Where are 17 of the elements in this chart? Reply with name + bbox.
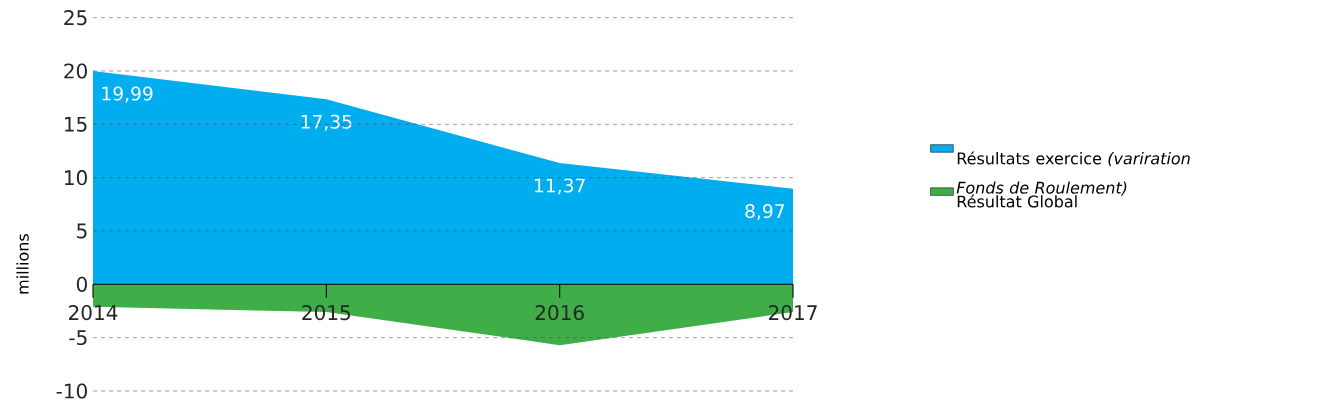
legend-label: Résultat Global (957, 194, 1077, 208)
data-label: 8,97 (745, 204, 785, 221)
data-label: 17,35 (301, 114, 352, 131)
y-tick-label: 5 (77, 223, 87, 239)
x-tick-label: 2017 (769, 305, 817, 321)
y-tick-label: -10 (56, 383, 87, 399)
y-tick-label: 10 (65, 170, 87, 186)
y-tick-label: 25 (64, 10, 87, 26)
y-tick-label: -5 (69, 330, 87, 346)
y-tick-label: 0 (76, 276, 87, 292)
y-tick-label: 20 (64, 63, 87, 79)
x-tick-label: 2016 (535, 305, 584, 321)
x-tick-label: 2014 (69, 305, 118, 321)
data-label: 19,99 (102, 86, 153, 103)
y-axis-title: millions (16, 234, 29, 294)
data-label: 11,37 (535, 178, 585, 195)
y-tick-label: 15 (65, 116, 87, 132)
